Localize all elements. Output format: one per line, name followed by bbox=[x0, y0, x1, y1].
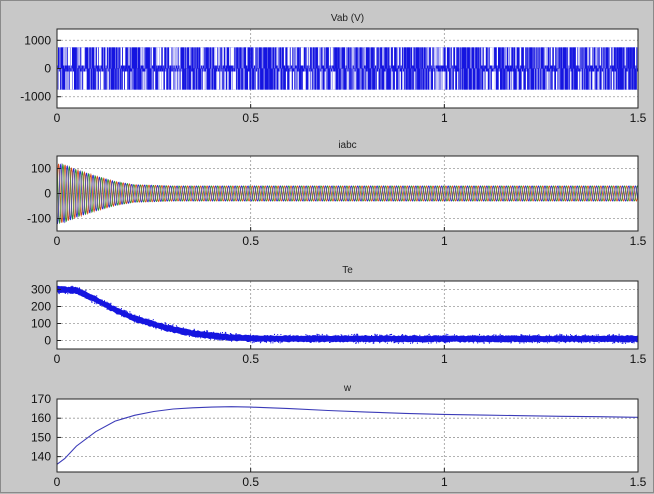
x-tick-label: 1.5 bbox=[630, 234, 647, 248]
subplot-4: w 0 0.5 1 1.5 170 160 150 140 bbox=[31, 383, 647, 489]
plot-area bbox=[57, 406, 638, 465]
y-tick-label: 150 bbox=[31, 430, 51, 444]
iabc-phase-1 bbox=[57, 163, 638, 223]
y-tick-label: 200 bbox=[31, 300, 51, 314]
x-tick-label: 0.5 bbox=[242, 111, 259, 125]
iabc-phase-2 bbox=[57, 163, 638, 225]
x-tick-label: 1.5 bbox=[630, 111, 647, 125]
x-tick-label: 0 bbox=[54, 111, 61, 125]
y-tick-label: 160 bbox=[31, 411, 51, 425]
y-tick-label: 300 bbox=[31, 283, 51, 297]
subplot-title: iabc bbox=[338, 140, 356, 151]
subplot-3: Te 0 0.5 1 1.5 300 200 100 0 bbox=[31, 265, 647, 366]
y-tick-label: 0 bbox=[44, 187, 51, 201]
y-tick-label: -100 bbox=[27, 212, 51, 226]
iabc-envelope bbox=[57, 168, 638, 219]
subplot-title: Te bbox=[342, 265, 353, 276]
axes-background bbox=[57, 399, 638, 472]
w-series bbox=[57, 406, 638, 465]
y-tick-label: 1000 bbox=[24, 33, 51, 47]
x-tick-label: 0.5 bbox=[242, 234, 259, 248]
y-tick-label: 100 bbox=[31, 162, 51, 176]
plot-area bbox=[57, 163, 638, 225]
y-tick-label: 0 bbox=[44, 334, 51, 348]
x-tick-label: 1.5 bbox=[630, 352, 647, 366]
x-tick-label: 0 bbox=[54, 234, 61, 248]
x-tick-label: 0 bbox=[54, 352, 61, 366]
te-noise bbox=[57, 285, 638, 344]
x-tick-label: 1 bbox=[441, 352, 448, 366]
y-tick-label: 100 bbox=[31, 317, 51, 331]
x-tick-label: 1.5 bbox=[630, 475, 647, 489]
x-tick-label: 1 bbox=[441, 111, 448, 125]
y-tick-label: -1000 bbox=[20, 90, 51, 104]
plot-area bbox=[57, 47, 638, 90]
axes-frame bbox=[56, 398, 639, 473]
y-tick-label: 0 bbox=[44, 62, 51, 76]
subplot-title: Vab (V) bbox=[331, 13, 364, 24]
y-tick-label: 140 bbox=[31, 450, 51, 464]
x-tick-label: 0.5 bbox=[242, 352, 259, 366]
x-tick-label: 0.5 bbox=[242, 475, 259, 489]
te-series bbox=[57, 285, 638, 343]
axes-frame bbox=[56, 280, 639, 350]
vab-gaps bbox=[57, 47, 638, 90]
x-tick-label: 1 bbox=[441, 234, 448, 248]
x-tick-label: 1 bbox=[441, 475, 448, 489]
y-tick-label: 170 bbox=[31, 392, 51, 406]
x-tick-label: 0 bbox=[54, 475, 61, 489]
iabc-phase-3 bbox=[57, 163, 638, 225]
subplot-title: w bbox=[343, 383, 352, 394]
plot-area bbox=[57, 285, 638, 344]
